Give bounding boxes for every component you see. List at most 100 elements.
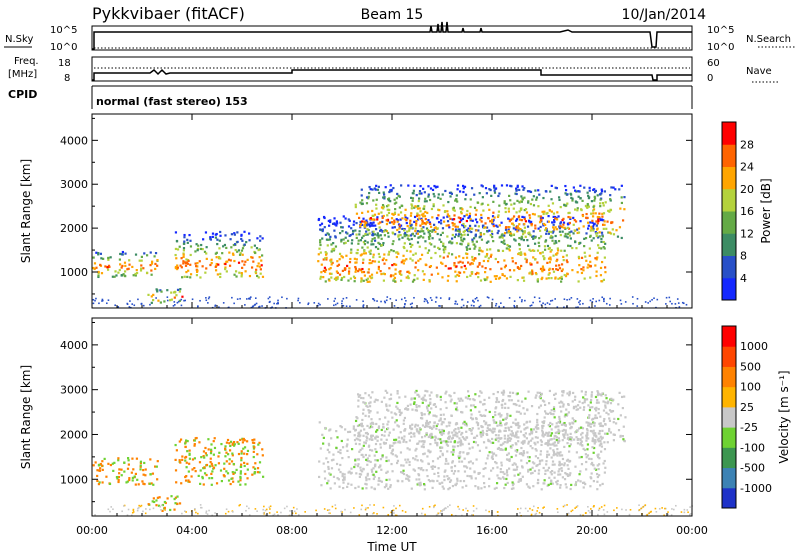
data-cell <box>418 207 421 210</box>
data-cell <box>398 224 401 227</box>
data-cell <box>394 441 397 444</box>
y-tick-label: 2000 <box>60 428 88 441</box>
data-cell <box>405 233 408 237</box>
data-cell <box>261 454 264 457</box>
data-cell <box>595 232 598 235</box>
data-cell <box>500 424 503 427</box>
data-cell <box>330 437 333 440</box>
data-cell <box>220 442 223 446</box>
data-cell <box>620 184 623 187</box>
data-cell <box>340 510 342 513</box>
data-cell <box>522 452 526 455</box>
data-cell <box>97 274 100 277</box>
data-cell <box>451 445 455 448</box>
data-cell <box>237 452 241 456</box>
data-cell <box>252 455 255 459</box>
data-cell <box>436 423 439 426</box>
data-cell <box>163 500 166 504</box>
data-cell <box>339 424 342 428</box>
data-cell <box>246 449 250 453</box>
data-cell <box>444 392 447 395</box>
data-cell <box>465 213 469 216</box>
data-cell <box>433 505 435 507</box>
data-cell <box>366 457 370 460</box>
data-cell <box>372 221 375 224</box>
data-cell <box>563 462 566 465</box>
data-cell <box>424 240 427 243</box>
data-cell <box>99 467 102 470</box>
data-cell <box>354 265 357 269</box>
data-cell <box>505 471 509 474</box>
data-cell <box>357 433 361 436</box>
data-cell <box>208 296 211 298</box>
data-cell <box>463 420 466 423</box>
data-cell <box>504 402 507 405</box>
data-cell <box>526 426 529 429</box>
data-cell <box>588 235 592 238</box>
data-cell <box>174 443 177 447</box>
data-cell <box>485 241 489 244</box>
data-cell <box>240 275 243 278</box>
data-cell <box>417 442 420 445</box>
data-cell <box>253 471 257 474</box>
data-cell <box>690 513 692 515</box>
data-cell <box>373 218 376 221</box>
data-cell <box>243 446 247 449</box>
data-cell <box>456 303 459 305</box>
data-cell <box>502 306 505 308</box>
data-cell <box>423 298 426 300</box>
data-cell <box>346 232 349 235</box>
data-cell <box>419 468 422 471</box>
data-cell <box>147 503 150 506</box>
data-cell <box>370 486 373 489</box>
data-cell <box>161 509 164 512</box>
nsky-left-tick-top: 10^5 <box>50 25 77 36</box>
data-cell <box>363 401 366 405</box>
data-cell <box>590 463 593 466</box>
data-cell <box>432 480 435 483</box>
data-cell <box>478 410 481 413</box>
data-cell <box>402 469 405 472</box>
data-cell <box>538 221 542 224</box>
data-cell <box>447 421 451 424</box>
data-cell <box>403 435 406 438</box>
data-cell <box>373 260 377 263</box>
data-cell <box>560 423 564 426</box>
data-cell <box>566 504 568 506</box>
data-cell <box>228 462 231 465</box>
data-cell <box>402 262 405 265</box>
data-cell <box>542 267 545 270</box>
data-cell <box>418 432 421 435</box>
data-cell <box>593 199 596 202</box>
data-cell <box>459 450 462 454</box>
data-cell <box>131 476 134 479</box>
data-cell <box>199 469 202 472</box>
data-cell <box>602 419 606 423</box>
data-cell <box>601 223 605 226</box>
data-cell <box>525 258 528 262</box>
data-cell <box>340 276 344 280</box>
data-cell <box>411 232 415 235</box>
data-cell <box>223 243 227 247</box>
data-cell <box>454 300 457 303</box>
data-cell <box>463 457 466 460</box>
data-cell <box>574 200 577 203</box>
data-cell <box>368 275 372 278</box>
data-cell <box>276 302 278 305</box>
data-cell <box>217 455 220 458</box>
data-cell <box>575 408 578 411</box>
data-cell <box>107 508 110 511</box>
data-cell <box>456 229 459 232</box>
data-cell <box>554 431 557 434</box>
data-cell <box>343 268 347 271</box>
data-cell <box>589 260 592 263</box>
data-cell <box>473 257 477 260</box>
data-cell <box>570 510 573 513</box>
data-cell <box>227 258 231 261</box>
data-cell <box>577 190 580 193</box>
data-cell <box>646 513 649 516</box>
data-cell <box>531 198 534 201</box>
data-cell <box>185 475 188 478</box>
data-cell <box>601 235 604 238</box>
data-cell <box>395 438 398 441</box>
